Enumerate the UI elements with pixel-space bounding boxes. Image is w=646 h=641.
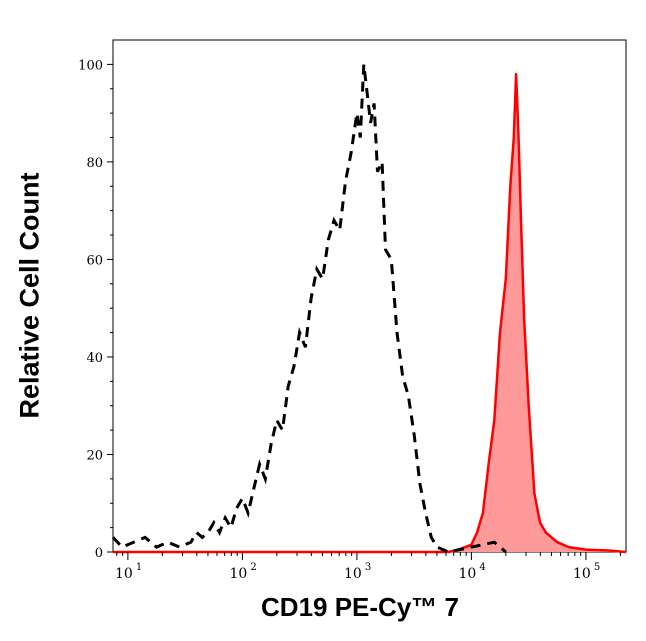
y-tick-label: 20	[86, 448, 103, 463]
y-tick-label: 80	[86, 156, 103, 171]
y-axis: 0 20 40 60 80 100	[78, 58, 113, 561]
x-tick-label-exponent: 5	[594, 562, 600, 573]
x-tick-label: 10	[573, 566, 591, 582]
x-tick-label-exponent: 2	[250, 562, 256, 573]
y-tick-label: 0	[95, 546, 103, 561]
y-tick-label: 100	[78, 58, 103, 73]
y-tick-label: 60	[86, 253, 103, 268]
x-tick-label-exponent: 1	[136, 562, 142, 573]
x-tick-label: 10	[458, 566, 476, 582]
x-axis: 10 1 10 2 10 3 10 4 10 5	[115, 552, 620, 582]
y-tick-label: 40	[86, 351, 103, 366]
x-tick-label: 10	[229, 566, 247, 582]
y-axis-label: Relative Cell Count	[15, 171, 46, 421]
plot-area	[113, 40, 626, 552]
x-axis-label: CD19 PE-Cy™ 7	[200, 592, 520, 623]
x-tick-label: 10	[344, 566, 362, 582]
x-tick-label-exponent: 3	[365, 562, 371, 573]
x-tick-label: 10	[115, 566, 133, 582]
x-tick-label-exponent: 4	[479, 562, 485, 573]
histogram-chart: 10 1 10 2 10 3 10 4 10 5 020406080100	[0, 0, 646, 641]
